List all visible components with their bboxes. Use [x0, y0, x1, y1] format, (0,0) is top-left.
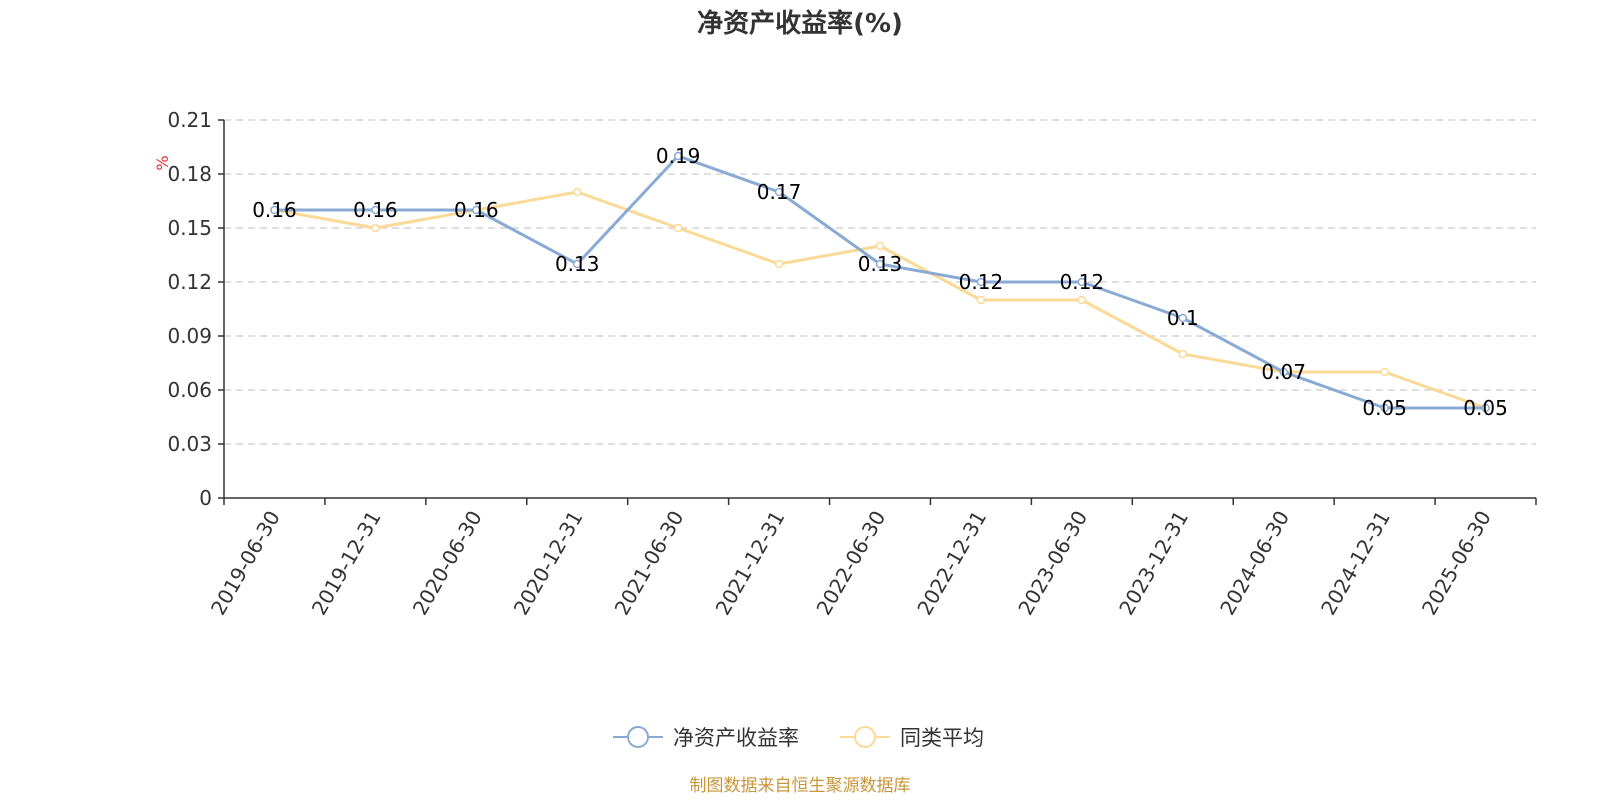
data-point — [673, 151, 683, 161]
x-tick-label: 2021-12-31 — [711, 507, 790, 620]
data-point — [472, 205, 481, 215]
data-labels: 0.16 0.16 0.16 0.13 0.19 0.17 0.13 0.12 0.12 0.1 0… — [252, 144, 1508, 420]
data-point — [673, 223, 683, 233]
x-tick-label: 2022-06-30 — [811, 507, 890, 620]
data-label: 0.12 — [959, 270, 1004, 294]
y-tick-label: 0.06 — [167, 378, 212, 402]
data-label: 0.05 — [1463, 396, 1508, 420]
data-point — [774, 187, 784, 197]
data-point — [1178, 313, 1188, 323]
data-label: 0.12 — [1060, 270, 1105, 294]
data-label: 0.1 — [1167, 306, 1199, 330]
data-point — [572, 187, 582, 197]
series-lines — [270, 151, 1490, 413]
y-tick-label: 0.18 — [167, 162, 212, 186]
data-point — [976, 277, 986, 287]
data-label: 0.07 — [1261, 360, 1306, 384]
legend[interactable]: 净资产收益率 同类平均 — [613, 726, 984, 750]
data-point — [371, 205, 380, 215]
x-tick-label: 2022-12-31 — [912, 507, 991, 620]
x-tick-label: 2021-06-30 — [610, 507, 689, 620]
data-point — [875, 259, 885, 269]
footer-source: 制图数据来自恒生聚源数据库 — [690, 776, 911, 796]
data-point — [270, 205, 279, 215]
x-tick-label: 2019-06-30 — [206, 507, 285, 620]
data-point — [976, 295, 986, 305]
data-label: 0.16 — [353, 198, 398, 222]
data-point — [774, 259, 784, 269]
data-label: 0.17 — [757, 180, 802, 204]
data-point — [1077, 277, 1087, 287]
x-tick-label: 2023-12-31 — [1114, 507, 1193, 620]
data-label: 0.16 — [252, 198, 297, 222]
y-tick-label: 0 — [199, 486, 212, 510]
data-point — [1178, 349, 1188, 359]
data-label: 0.19 — [656, 144, 701, 168]
legend-marker-icon — [854, 726, 876, 748]
x-tick-label: 2024-12-31 — [1316, 507, 1395, 620]
x-tick-label: 2020-06-30 — [408, 507, 487, 620]
y-tick-label: 0.15 — [167, 216, 212, 240]
x-tick-label: 2024-06-30 — [1215, 507, 1294, 620]
data-label: 0.13 — [858, 252, 903, 276]
y-tick-label: 0.09 — [167, 324, 212, 348]
y-axis-unit: % — [153, 155, 172, 170]
data-point — [572, 259, 582, 269]
y-tick-label: 0.21 — [167, 108, 212, 132]
legend-marker-icon — [627, 726, 649, 748]
data-point — [371, 223, 380, 233]
legend-label: 同类平均 — [900, 726, 984, 750]
data-point — [1077, 295, 1087, 305]
data-point — [1279, 367, 1288, 377]
x-tick-label: 2019-12-31 — [307, 507, 386, 620]
legend-item[interactable]: 同类平均 — [840, 726, 984, 750]
axes: 0 0.03 0.06 0.09 0.12 0.15 0.18 0.21 2019-06-30 2… — [167, 108, 1537, 620]
data-label: 0.05 — [1362, 396, 1407, 420]
data-point — [1481, 403, 1490, 413]
chart-title: 净资产收益率(%) — [697, 8, 903, 39]
data-point — [1380, 403, 1389, 413]
data-label: 0.16 — [454, 198, 499, 222]
x-tick-label: 2025-06-30 — [1417, 507, 1496, 620]
data-point — [1380, 367, 1389, 377]
y-tick-label: 0.12 — [167, 270, 212, 294]
grid-lines — [224, 119, 1536, 445]
data-label: 0.13 — [555, 252, 600, 276]
legend-item[interactable]: 净资产收益率 — [613, 726, 799, 750]
legend-label: 净资产收益率 — [673, 726, 799, 750]
y-tick-label: 0.03 — [167, 432, 212, 456]
data-point — [875, 241, 885, 251]
x-tick-label: 2020-12-31 — [509, 507, 588, 620]
x-tick-label: 2023-06-30 — [1013, 507, 1092, 620]
